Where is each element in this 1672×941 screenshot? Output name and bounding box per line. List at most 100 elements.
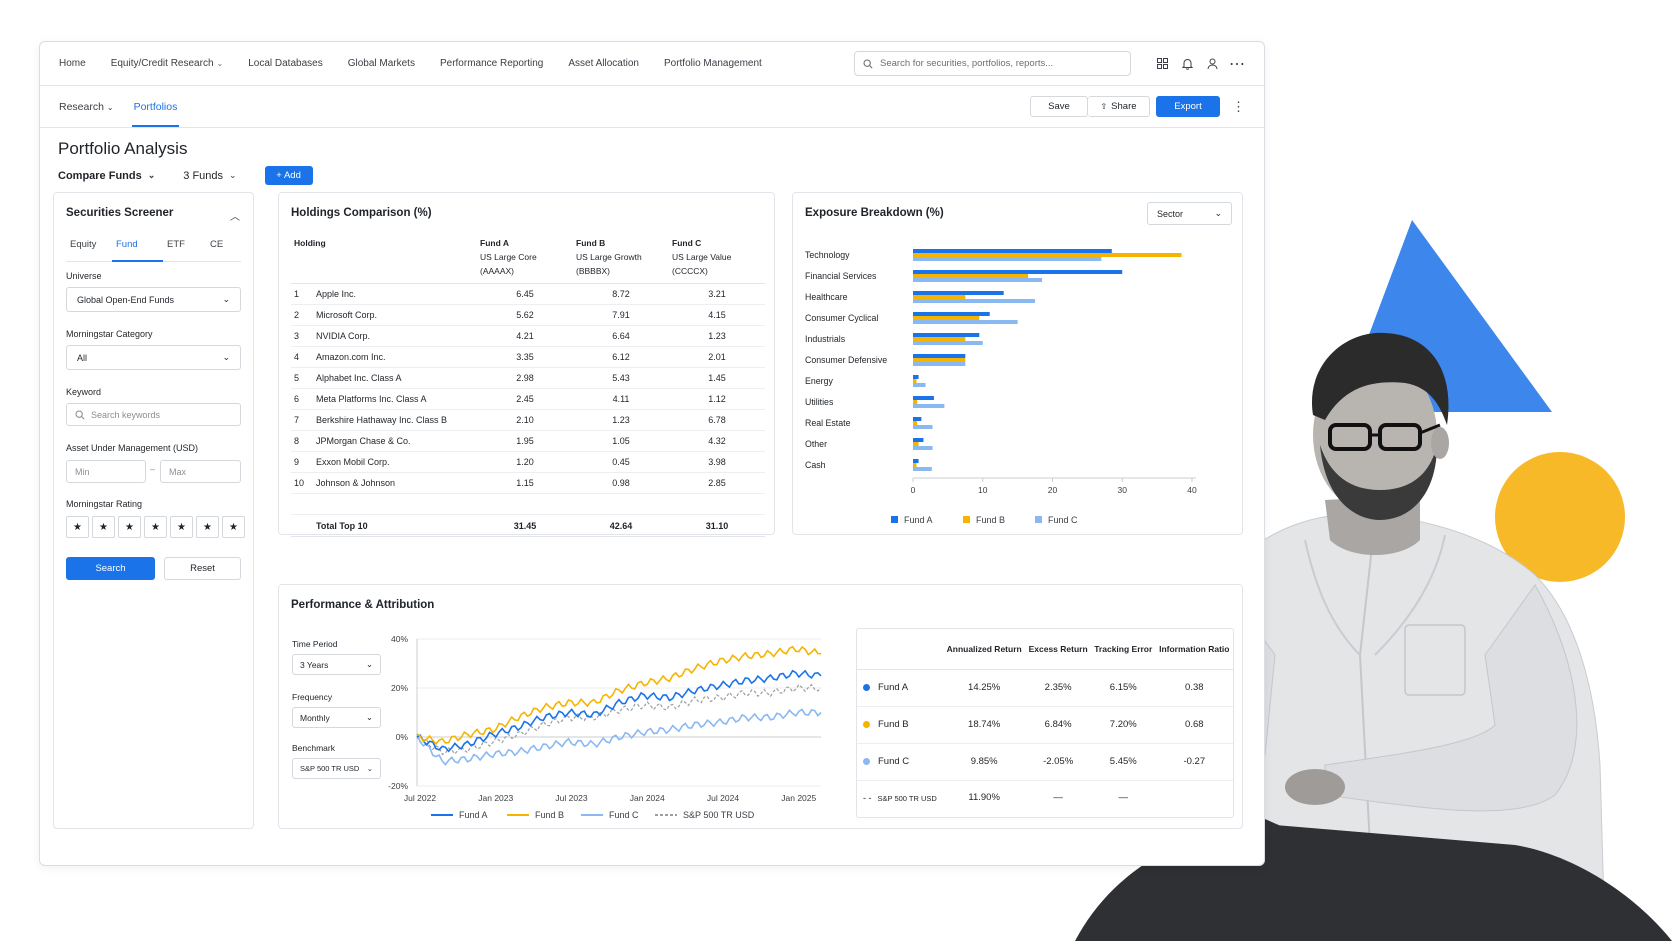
rating-star-6[interactable]: ★ [196, 516, 219, 538]
tab-fund[interactable]: Fund [112, 239, 163, 262]
holdings-table: Holding Fund A US Large Core (AAAAX) Fund … [291, 233, 765, 537]
category-label: Consumer Defensive [805, 355, 887, 365]
rating-star-2[interactable]: ★ [92, 516, 115, 538]
universe-label: Universe [66, 271, 102, 281]
table-row: 3 NVIDIA Corp. 4.21 6.64 1.23 [291, 325, 765, 347]
bar-fund-c [913, 320, 1018, 324]
compare-funds-dropdown[interactable]: Compare Funds ⌄ [58, 169, 156, 182]
screener-title: Securities Screener [66, 207, 174, 219]
tab-equity[interactable]: Equity [70, 239, 97, 250]
category-label: Industrials [805, 334, 846, 344]
aum-min-input[interactable]: Min [66, 460, 146, 483]
apps-grid-icon[interactable] [1154, 56, 1170, 72]
user-icon[interactable] [1204, 56, 1220, 72]
table-total-row: Total Top 10 31.45 42.64 31.10 [291, 514, 765, 537]
time-period-select[interactable]: 3 Years ⌄ [292, 654, 381, 675]
x-tick-label: 0 [911, 485, 916, 495]
bar-fund-b [913, 316, 980, 320]
bar-fund-b [913, 253, 1182, 257]
chevron-down-icon: ⌄ [365, 659, 373, 669]
exposure-bar-chart: Technology Financial Services Healthcare Co… [805, 249, 1197, 525]
category-label: Technology [805, 250, 850, 260]
bar-fund-c [913, 278, 1043, 282]
bar-fund-b [913, 295, 966, 299]
nav-item-home[interactable]: Home [59, 58, 86, 69]
x-tick-label: Jul 2023 [555, 793, 587, 803]
range-separator: – [150, 464, 156, 474]
series-line-s-p-500-tr-usd [416, 683, 822, 756]
bar-fund-b [913, 379, 917, 383]
category-select[interactable]: All ⌄ [66, 345, 241, 370]
category-label: Energy [805, 376, 833, 386]
nav-item-equity-credit-research[interactable]: Equity/Credit Research ⌄ [110, 58, 224, 69]
category-label: Utilities [805, 397, 834, 407]
save-button[interactable]: Save [1030, 96, 1088, 117]
series-line-fund-a [416, 669, 822, 753]
nav-item-asset-allocation[interactable]: Asset Allocation [568, 58, 639, 69]
screener-tabs: Equity Fund ETF CE [66, 239, 241, 262]
nav-item-local-databases[interactable]: Local Databases [248, 58, 323, 69]
table-row: 1 Apple Inc. 6.45 8.72 3.21 [291, 283, 765, 305]
excess-return-header: Excess Return [1025, 629, 1091, 670]
universe-select[interactable]: Global Open-End Funds ⌄ [66, 287, 241, 312]
search-icon [863, 58, 873, 69]
bar-fund-a [913, 333, 980, 337]
sub-navigation-bar: Research ⌄ Portfolios Save ⇧ Share Export… [40, 86, 1264, 128]
legend-label: Fund A [904, 515, 933, 525]
performance-title: Performance & Attribution [291, 599, 435, 611]
nav-item-portfolio-management[interactable]: Portfolio Management [663, 58, 762, 69]
search-button[interactable]: Search [66, 557, 155, 580]
more-horizontal-icon[interactable]: ⋯ [1229, 55, 1245, 73]
chevron-down-icon: ⌄ [147, 170, 156, 180]
performance-attribution-panel: Performance & Attribution Time Period 3 … [278, 584, 1243, 829]
fund-count-dropdown[interactable]: 3 Funds ⌄ [183, 169, 237, 182]
table-row: Fund B 18.74% 6.84% 7.20% 0.68 [857, 706, 1233, 744]
breadcrumb-research[interactable]: Research ⌄ [59, 100, 114, 113]
tab-portfolios[interactable]: Portfolios [131, 100, 180, 127]
table-row: 10 Johnson & Johnson 1.15 0.98 2.85 [291, 472, 765, 494]
series-line-fund-c [416, 708, 822, 766]
reset-button[interactable]: Reset [164, 557, 241, 580]
legend-label: Fund A [459, 810, 488, 820]
frequency-select[interactable]: Monthly ⌄ [292, 707, 381, 728]
table-spacer-row [291, 493, 765, 515]
tracking-error-header: Tracking Error [1090, 629, 1156, 670]
tab-etf[interactable]: ETF [167, 239, 185, 250]
keyword-input[interactable]: Search keywords [66, 403, 241, 426]
rating-star-1[interactable]: ★ [66, 516, 89, 538]
exposure-groupby-select[interactable]: Sector ⌄ [1147, 202, 1232, 225]
category-label: Real Estate [805, 418, 851, 428]
fund-b-dot [863, 720, 870, 728]
rating-star-7[interactable]: ★ [222, 516, 245, 538]
fund-a-header: Fund A US Large Core (AAAAX) [477, 233, 573, 284]
rating-star-3[interactable]: ★ [118, 516, 141, 538]
global-search-input[interactable]: Search for securities, portfolios, repor… [854, 51, 1131, 76]
rating-star-4[interactable]: ★ [144, 516, 167, 538]
table-row: 6 Meta Platforms Inc. Class A 2.45 4.11 1.12 [291, 388, 765, 410]
category-label: Consumer Cyclical [805, 313, 878, 323]
bell-icon[interactable] [1179, 56, 1195, 72]
tab-ce[interactable]: CE [210, 239, 224, 250]
x-tick-label: Jul 2022 [404, 793, 436, 803]
add-fund-button[interactable]: + Add [264, 166, 313, 185]
legend-label: S&P 500 TR USD [683, 810, 755, 820]
more-vertical-icon[interactable]: ⋮ [1232, 98, 1245, 114]
annualized-return-header: Annualized Return [943, 629, 1026, 670]
nav-item-performance-reporting[interactable]: Performance Reporting [439, 58, 544, 69]
x-tick-label: 30 [1118, 485, 1128, 495]
bar-fund-c [913, 362, 966, 366]
share-icon: ⇧ [1100, 102, 1108, 111]
chevron-up-icon[interactable]: ︿ [230, 212, 240, 223]
export-button[interactable]: Export [1156, 96, 1220, 117]
bar-fund-b [913, 337, 966, 341]
bar-fund-c [913, 404, 945, 408]
aum-max-input[interactable]: Max [160, 460, 241, 483]
rating-star-5[interactable]: ★ [170, 516, 193, 538]
chevron-down-icon: ⌄ [216, 59, 224, 68]
table-row: Fund A 14.25% 2.35% 6.15% 0.38 [857, 669, 1233, 707]
exposure-breakdown-panel: Exposure Breakdown (%) Sector ⌄ Technolog… [792, 192, 1243, 535]
share-button[interactable]: ⇧ Share [1088, 96, 1150, 117]
nav-item-global-markets[interactable]: Global Markets [347, 58, 415, 69]
benchmark-select[interactable]: S&P 500 TR USD ⌄ [292, 758, 381, 779]
securities-screener-panel: Securities Screener ︿ Equity Fund ETF CE… [53, 192, 254, 829]
